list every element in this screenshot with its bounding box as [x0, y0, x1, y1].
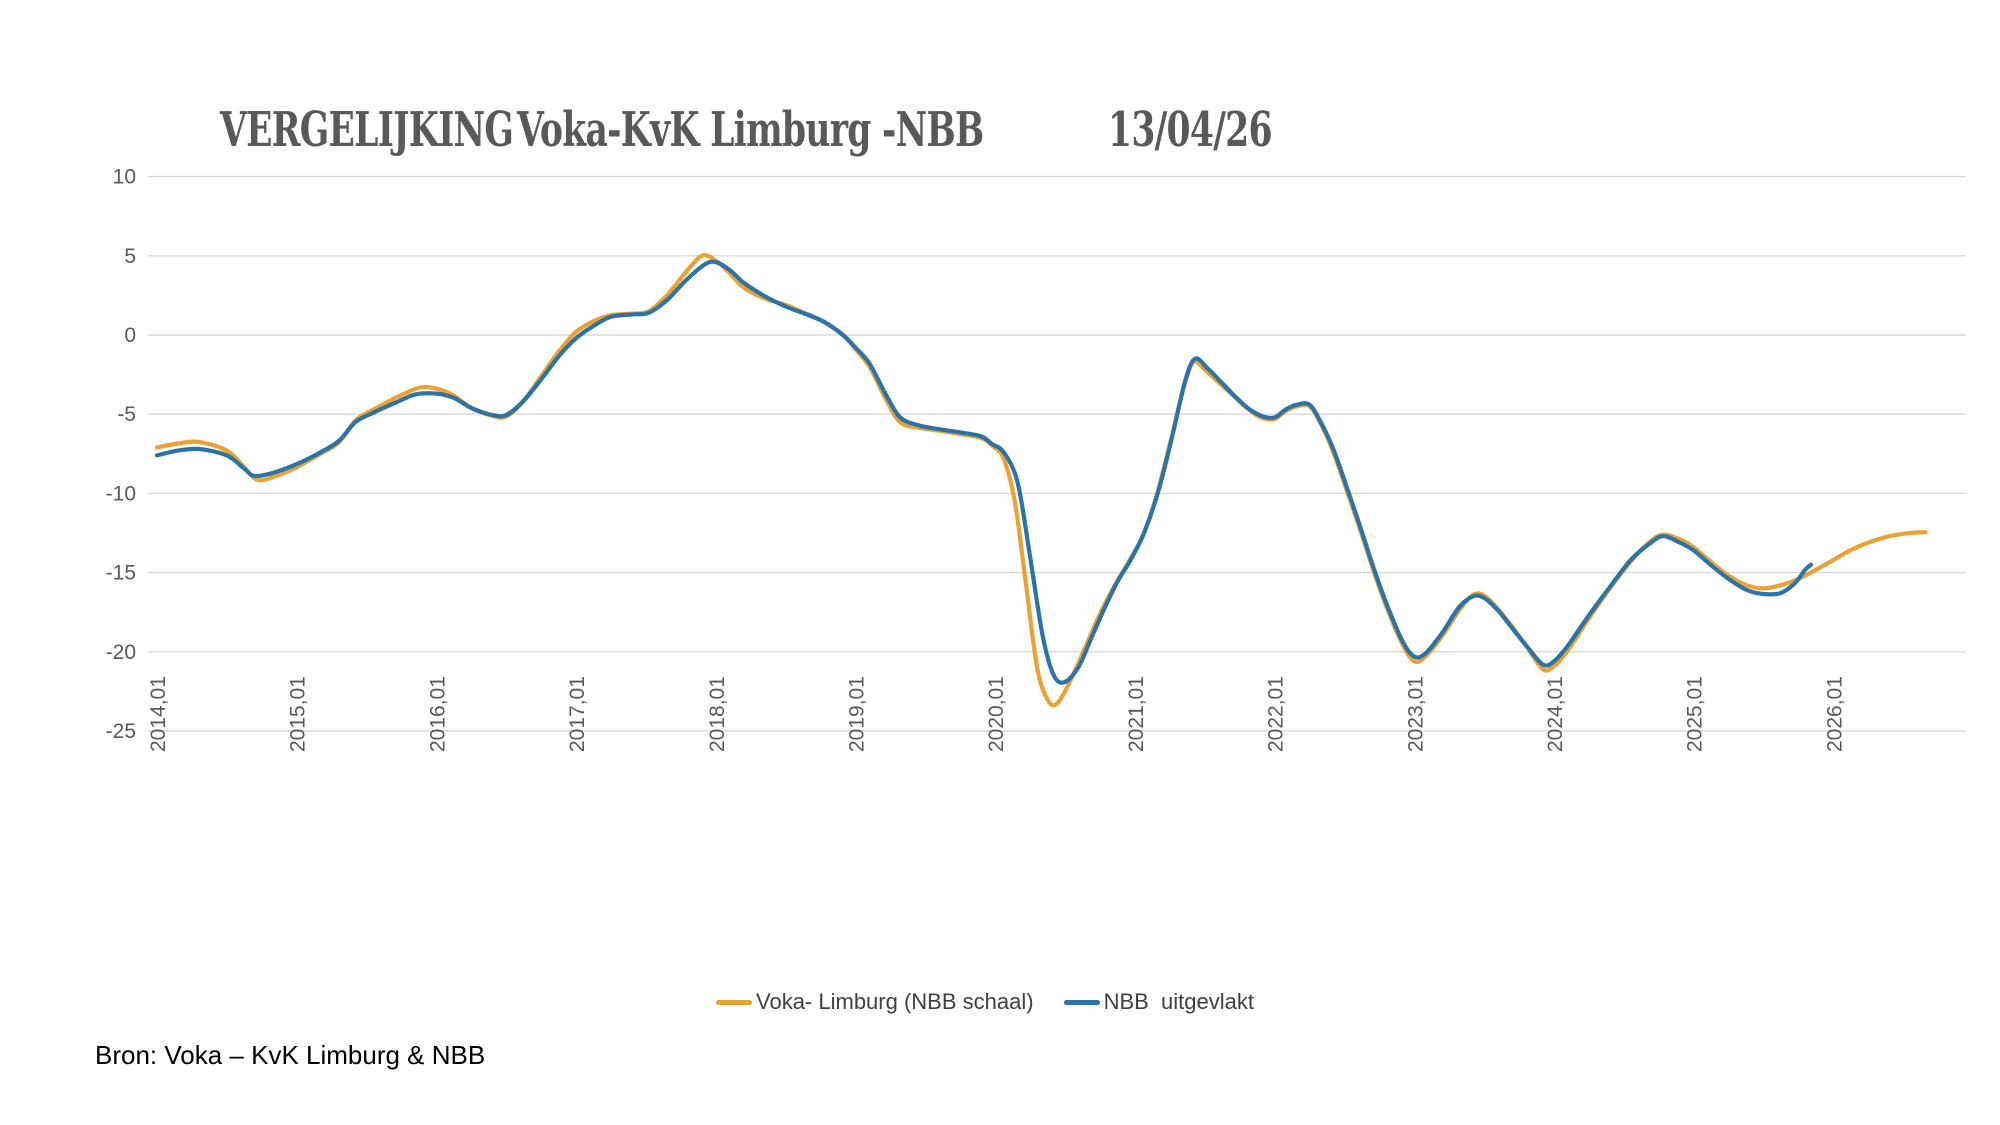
y-tick-label: -15 — [106, 562, 136, 585]
x-tick-label: 2019,01 — [846, 676, 869, 752]
gridlines — [148, 175, 1966, 732]
x-tick-label: 2015,01 — [287, 676, 310, 752]
y-tick-label: -20 — [106, 641, 136, 664]
legend-item-voka: Voka- Limburg (NBB schaal) — [716, 989, 1034, 1015]
y-tick-label: 0 — [124, 324, 136, 347]
title-subject: Voka-KvK Limburg -NBB — [517, 102, 984, 158]
x-tick-label: 2022,01 — [1265, 676, 1288, 752]
y-tick-label: 5 — [124, 245, 136, 268]
legend-item-nbb: NBB uitgevlakt — [1063, 989, 1254, 1015]
x-tick-label: 2021,01 — [1125, 676, 1148, 752]
y-axis-labels: 10 5 0 -5 -10 -15 -20 -25 — [106, 166, 136, 743]
series-lines — [154, 253, 1928, 708]
y-tick-label: -5 — [117, 403, 136, 426]
x-tick-label: 2026,01 — [1823, 676, 1846, 752]
x-tick-label: 2014,01 — [147, 676, 170, 752]
x-tick-label: 2016,01 — [426, 676, 449, 752]
y-tick-label: 10 — [113, 166, 136, 189]
x-tick-label: 2020,01 — [985, 676, 1008, 752]
x-tick-label: 2024,01 — [1544, 676, 1567, 752]
x-tick-label: 2025,01 — [1684, 676, 1707, 752]
title-keyword: VERGELIJKING — [220, 102, 514, 158]
y-tick-label: -10 — [106, 482, 136, 505]
source-note: Bron: Voka – KvK Limburg & NBB — [95, 1040, 486, 1070]
x-tick-label: 2018,01 — [706, 676, 729, 752]
legend-swatch-voka-icon — [716, 999, 752, 1005]
x-tick-label: 2023,01 — [1404, 676, 1427, 752]
legend-label-nbb: NBB uitgevlakt — [1103, 989, 1254, 1014]
x-tick-label: 2017,01 — [566, 676, 589, 752]
nbb-uitgevlakt-line — [154, 259, 1814, 685]
legend-label-voka: Voka- Limburg (NBB schaal) — [756, 989, 1034, 1014]
x-axis-labels: 2014,01 2015,01 2016,01 2017,01 2018,01 2019,… — [147, 676, 1846, 752]
legend: Voka- Limburg (NBB schaal) NBB uitgevlak… — [716, 989, 1254, 1015]
legend-swatch-nbb-icon — [1063, 999, 1100, 1005]
y-tick-label: -25 — [106, 720, 136, 743]
title-date: 13/04/26 — [1108, 102, 1272, 158]
